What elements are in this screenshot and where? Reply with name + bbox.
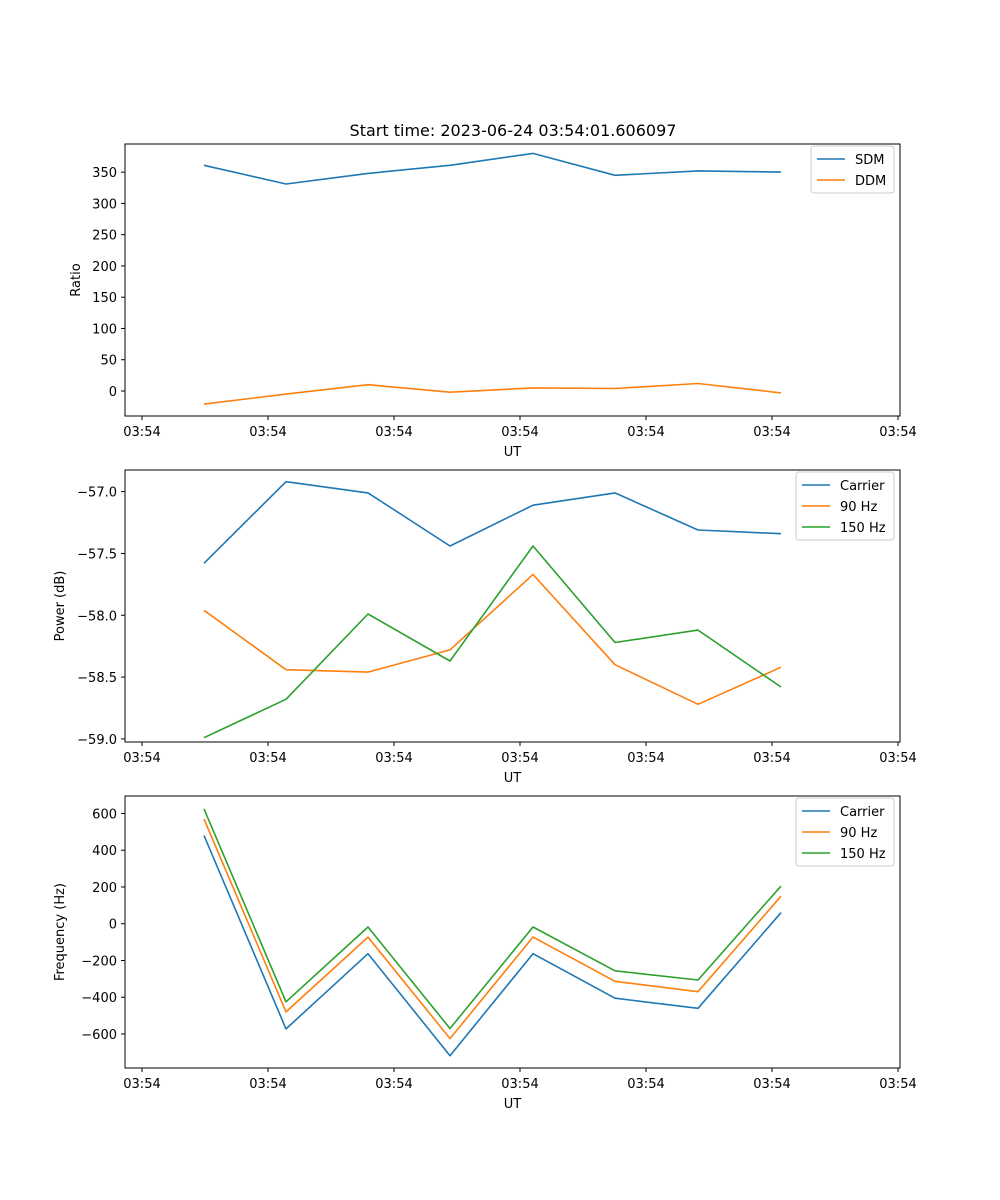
y-tick-label: 200 xyxy=(92,881,117,896)
x-axis-label: UT xyxy=(504,1097,522,1112)
x-tick-label: 03:54 xyxy=(501,1077,538,1092)
y-tick-label: −200 xyxy=(81,954,117,969)
chart-panel-2: 03:54 03:54 03:54 03:54 03:54 03:54 03:54 −59.0… xyxy=(53,469,917,786)
series-line-sdm xyxy=(203,152,782,185)
y-tick-label: 0 xyxy=(109,385,117,400)
x-tick-label: 03:54 xyxy=(375,1077,412,1092)
y-tick-label: 0 xyxy=(109,918,117,933)
y-tick-label: 200 xyxy=(92,260,117,275)
y-tick-label: 300 xyxy=(92,197,117,212)
x-tick-label: 03:54 xyxy=(501,751,538,766)
series-line-150-hz xyxy=(203,808,782,1030)
legend-label: Carrier xyxy=(840,479,885,494)
axes-frame xyxy=(124,469,901,743)
legend-label: Carrier xyxy=(840,805,885,820)
y-tick-label: 600 xyxy=(92,807,117,822)
legend: SDM DDM xyxy=(810,145,895,194)
y-tick-label: 350 xyxy=(92,166,117,181)
x-tick-label: 03:54 xyxy=(627,425,664,440)
y-tick-label: −57.0 xyxy=(77,486,117,501)
x-tick-label: 03:54 xyxy=(879,1077,916,1092)
legend-label: SDM xyxy=(855,153,884,168)
series-line-carrier xyxy=(203,835,782,1057)
legend-label: 90 Hz xyxy=(840,500,877,515)
legend-label: 90 Hz xyxy=(840,826,877,841)
series-line-90-hz xyxy=(203,573,782,706)
legend-box xyxy=(795,471,895,541)
y-tick-label: 100 xyxy=(92,322,117,337)
legend-label: DDM xyxy=(855,174,886,189)
x-tick-label: 03:54 xyxy=(123,751,160,766)
x-tick-label: 03:54 xyxy=(501,425,538,440)
x-tick-label: 03:54 xyxy=(753,1077,790,1092)
y-axis-label: Ratio xyxy=(69,263,84,296)
x-tick-label: 03:54 xyxy=(753,425,790,440)
y-axis-label: Frequency (Hz) xyxy=(53,883,68,981)
y-axis-label: Power (dB) xyxy=(53,571,68,642)
y-tick-label: −600 xyxy=(81,1028,117,1043)
chart-panel-1: 03:54 03:54 03:54 03:54 03:54 03:54 03:54 0 50 10… xyxy=(69,143,917,460)
x-axis-label: UT xyxy=(504,445,522,460)
y-tick-label: −59.0 xyxy=(77,733,117,748)
x-tick-label: 03:54 xyxy=(375,751,412,766)
y-tick-label: −400 xyxy=(81,991,117,1006)
legend-label: 150 Hz xyxy=(840,847,886,862)
y-tick-label: 250 xyxy=(92,229,117,244)
figure-title: Start time: 2023-06-24 03:54:01.606097 xyxy=(350,121,677,140)
x-tick-label: 03:54 xyxy=(123,1077,160,1092)
legend: Carrier 90 Hz 150 Hz xyxy=(795,797,895,867)
x-tick-label: 03:54 xyxy=(249,751,286,766)
y-tick-label: −58.5 xyxy=(77,671,117,686)
y-tick-label: −57.5 xyxy=(77,547,117,562)
axes-frame xyxy=(124,795,901,1069)
x-tick-label: 03:54 xyxy=(249,425,286,440)
series-line-ddm xyxy=(203,382,782,405)
series-line-carrier xyxy=(203,480,782,564)
x-tick-label: 03:54 xyxy=(753,751,790,766)
x-tick-label: 03:54 xyxy=(627,1077,664,1092)
series-line-150-hz xyxy=(203,545,782,739)
legend-box xyxy=(810,145,895,194)
y-tick-label: 400 xyxy=(92,844,117,859)
y-tick-label: 150 xyxy=(92,291,117,306)
x-axis-label: UT xyxy=(504,771,522,786)
chart-panel-3: 03:54 03:54 03:54 03:54 03:54 03:54 03:54 −600 −… xyxy=(53,795,917,1112)
x-tick-label: 03:54 xyxy=(879,425,916,440)
x-tick-label: 03:54 xyxy=(375,425,412,440)
legend-label: 150 Hz xyxy=(840,521,886,536)
x-tick-label: 03:54 xyxy=(249,1077,286,1092)
x-tick-label: 03:54 xyxy=(627,751,664,766)
panels: 03:54 03:54 03:54 03:54 03:54 03:54 03:54 0 50 10… xyxy=(53,143,917,1112)
legend: Carrier 90 Hz 150 Hz xyxy=(795,471,895,541)
x-tick-label: 03:54 xyxy=(123,425,160,440)
y-tick-label: 50 xyxy=(100,354,117,369)
series-line-90-hz xyxy=(203,818,782,1040)
axes-frame xyxy=(124,143,901,417)
y-tick-label: −58.0 xyxy=(77,609,117,624)
legend-box xyxy=(795,797,895,867)
x-tick-label: 03:54 xyxy=(879,751,916,766)
